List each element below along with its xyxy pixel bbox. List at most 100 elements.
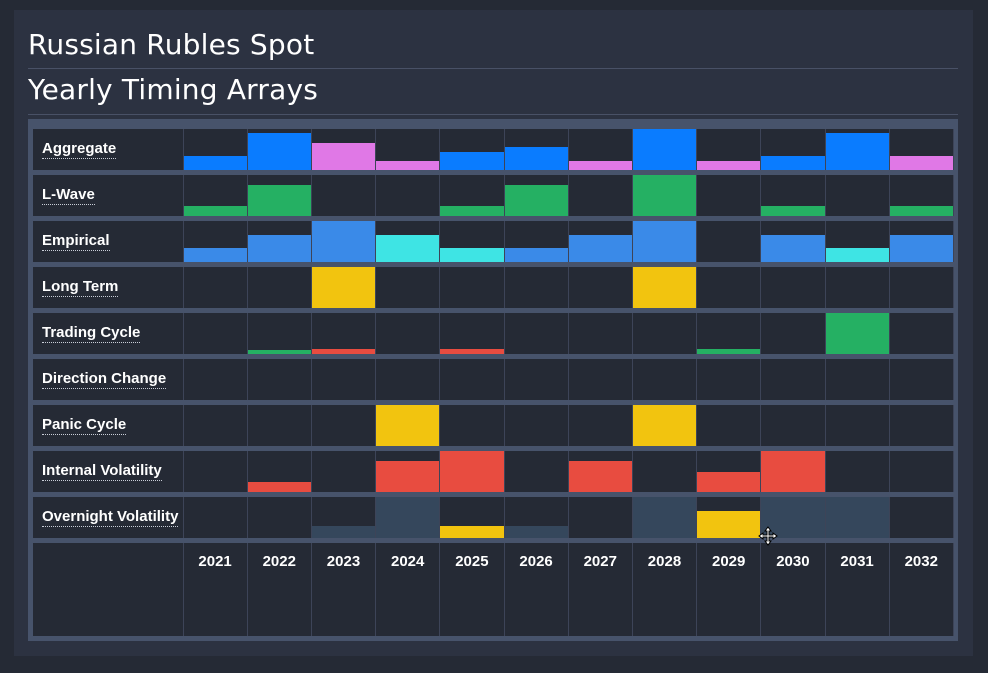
- heat-cell: [568, 497, 632, 538]
- heat-cell: [697, 267, 761, 308]
- grid-line: [824, 543, 826, 636]
- array-row: Panic Cycle: [33, 405, 954, 446]
- grid-line: [696, 543, 698, 636]
- grid-line: [439, 497, 441, 538]
- grid-line: [439, 451, 441, 492]
- row-label-text[interactable]: Direction Change: [42, 370, 167, 389]
- grid-line: [888, 313, 890, 354]
- grid-line: [760, 175, 762, 216]
- grid-line: [631, 359, 633, 400]
- heat-bar: [632, 267, 697, 308]
- heat-cell: [247, 359, 311, 400]
- heat-cell: [439, 497, 504, 538]
- heat-cell: [825, 405, 889, 446]
- row-label[interactable]: Panic Cycle: [33, 405, 183, 446]
- heat-bar: [632, 497, 697, 538]
- heat-cell: [376, 267, 440, 308]
- heat-cell: [825, 129, 890, 170]
- heat-cell: [439, 175, 504, 216]
- row-label-text[interactable]: Overnight Volatility: [42, 508, 179, 527]
- row-label[interactable]: L-Wave: [33, 175, 183, 216]
- row-label-text[interactable]: L-Wave: [42, 186, 95, 205]
- row-label[interactable]: Overnight Volatility: [33, 497, 183, 538]
- grid-line: [952, 359, 954, 400]
- row-label[interactable]: Internal Volatility: [33, 451, 183, 492]
- grid-line: [375, 267, 377, 308]
- row-label-text[interactable]: Aggregate: [42, 140, 117, 159]
- year-tick-label: 2021: [198, 553, 232, 570]
- heat-cell: [376, 175, 440, 216]
- heat-cell: [889, 497, 953, 538]
- grid-line: [696, 175, 698, 216]
- heat-bar: [247, 185, 312, 216]
- year-tick-label: 2027: [583, 553, 617, 570]
- year-tick-label: 2030: [776, 553, 810, 570]
- grid-line: [760, 129, 762, 170]
- heat-cell: [183, 405, 247, 446]
- grid-line: [246, 267, 248, 308]
- row-label[interactable]: Trading Cycle: [33, 313, 183, 354]
- heat-cell: [568, 129, 633, 170]
- year-tick-label: 2032: [904, 553, 938, 570]
- grid-line: [375, 543, 377, 636]
- grid-line: [952, 451, 954, 492]
- row-label-text[interactable]: Long Term: [42, 278, 119, 297]
- row-label[interactable]: Direction Change: [33, 359, 183, 400]
- heat-cell: [504, 313, 568, 354]
- grid-line: [824, 267, 826, 308]
- row-label-text[interactable]: Trading Cycle: [42, 324, 141, 343]
- heat-bar: [439, 526, 504, 538]
- row-label-text[interactable]: Internal Volatility: [42, 462, 162, 481]
- grid-line: [310, 221, 312, 262]
- grid-line: [888, 543, 890, 636]
- grid-line: [182, 405, 184, 446]
- year-tick-label: 2031: [840, 553, 874, 570]
- grid-line: [182, 451, 184, 492]
- grid-line: [375, 451, 377, 492]
- heat-cell: [760, 221, 825, 262]
- array-row: Overnight Volatility: [33, 497, 954, 538]
- heat-cell: [632, 497, 697, 538]
- heat-cell: [440, 267, 504, 308]
- row-label[interactable]: Aggregate: [33, 129, 183, 170]
- year-tick-label: 2029: [712, 553, 746, 570]
- row-label[interactable]: Empirical: [33, 221, 183, 262]
- heat-cell: [889, 175, 954, 216]
- heat-cell: [247, 405, 311, 446]
- heat-cell: [183, 129, 248, 170]
- array-row: Direction Change: [33, 359, 954, 400]
- grid-line: [888, 221, 890, 262]
- row-label[interactable]: Long Term: [33, 267, 183, 308]
- row-label-text[interactable]: Panic Cycle: [42, 416, 127, 435]
- heat-cell: [183, 267, 247, 308]
- grid-line: [439, 543, 441, 636]
- grid-line: [439, 221, 441, 262]
- heat-bar: [439, 151, 504, 170]
- heat-cell: [504, 267, 568, 308]
- heat-bar: [825, 133, 890, 170]
- grid-line: [439, 313, 441, 354]
- grid-line: [503, 451, 505, 492]
- heat-cell: [183, 497, 247, 538]
- heat-cell: [568, 267, 632, 308]
- heat-cell: [568, 451, 633, 492]
- grid-line: [439, 267, 441, 308]
- grid-line: [952, 175, 954, 216]
- heat-cell: [760, 129, 825, 170]
- grid-line: [952, 405, 954, 446]
- grid-line: [246, 543, 248, 636]
- row-label-text[interactable]: Empirical: [42, 232, 110, 251]
- grid-line: [375, 359, 377, 400]
- grid-line: [246, 359, 248, 400]
- heat-cell: [632, 267, 697, 308]
- array-row: Aggregate: [33, 129, 954, 170]
- grid-line: [567, 267, 569, 308]
- grid-line: [182, 129, 184, 170]
- heat-bar: [247, 349, 312, 354]
- heat-bar: [375, 405, 440, 446]
- grid-line: [246, 451, 248, 492]
- heat-cell: [247, 497, 311, 538]
- grid-line: [567, 497, 569, 538]
- grid-line: [310, 451, 312, 492]
- heat-bar: [632, 221, 697, 262]
